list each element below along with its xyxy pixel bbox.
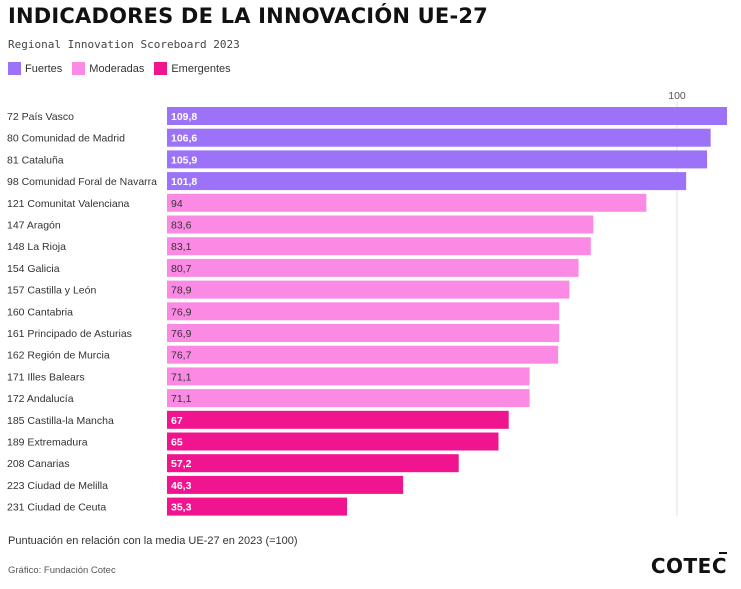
data-label: 46,3 <box>171 480 192 492</box>
category-label: 121 Comunitat Valenciana <box>7 198 130 210</box>
legend-item-moderadas: Moderadas <box>72 62 144 75</box>
data-label: 83,1 <box>171 241 192 253</box>
bar <box>167 107 727 125</box>
data-label: 76,9 <box>171 328 192 340</box>
bar <box>167 215 594 234</box>
bar <box>167 367 530 386</box>
category-label: 162 Región de Murcia <box>7 350 110 362</box>
bar <box>167 432 499 451</box>
category-label: 171 Illes Balears <box>7 371 85 383</box>
tick-label-100: 100 <box>668 90 686 102</box>
bar <box>167 497 348 516</box>
chart-subtitle: Regional Innovation Scoreboard 2023 <box>8 38 240 51</box>
category-label: 72 País Vasco <box>7 111 74 123</box>
legend-swatch-moderadas <box>72 62 86 75</box>
data-label: 83,6 <box>171 220 192 232</box>
data-label: 65 <box>171 437 183 449</box>
category-label: 223 Ciudad de Melilla <box>7 480 108 492</box>
data-label: 78,9 <box>171 285 192 297</box>
bar <box>167 280 570 299</box>
category-label: 148 La Rioja <box>7 241 66 253</box>
bar <box>167 302 560 321</box>
bar <box>167 389 530 408</box>
bar <box>167 324 560 342</box>
data-label: 71,1 <box>171 393 192 405</box>
category-label: 172 Andalucía <box>7 393 74 405</box>
legend-item-fuertes: Fuertes <box>8 62 62 75</box>
category-label: 80 Comunidad de Madrid <box>7 133 125 145</box>
data-label: 101,8 <box>171 176 197 188</box>
data-label: 94 <box>171 198 183 210</box>
legend-label-moderadas: Moderadas <box>89 62 145 75</box>
category-label: 189 Extremadura <box>7 437 88 449</box>
bar <box>167 128 711 147</box>
chart-note: Puntuación en relación con la media UE-2… <box>8 535 298 547</box>
category-label: 185 Castilla-la Mancha <box>7 415 114 427</box>
bar <box>167 193 647 212</box>
logo-accent <box>719 552 727 554</box>
data-label: 106,6 <box>171 133 197 145</box>
category-label: 98 Comunidad Foral de Navarra <box>7 176 157 188</box>
legend-label-emergentes: Emergentes <box>171 62 231 75</box>
bar <box>167 172 687 191</box>
cotec-logo: COTEC <box>650 554 727 578</box>
bar <box>167 454 459 473</box>
legend-label-fuertes: Fuertes <box>25 62 63 75</box>
bar <box>167 345 559 364</box>
data-label: 105,9 <box>171 154 197 166</box>
bar-chart: 100 72 País Vasco 109,8 80 Comunidad de Mad… <box>7 90 727 516</box>
bar <box>167 475 404 494</box>
bar <box>167 237 591 256</box>
bar <box>167 150 708 169</box>
data-label: 57,2 <box>171 458 192 470</box>
data-label: 80,7 <box>171 263 192 275</box>
data-label: 76,7 <box>171 350 192 362</box>
legend-swatch-fuertes <box>8 62 21 75</box>
category-label: 160 Cantabria <box>7 306 73 318</box>
bar <box>167 410 509 429</box>
category-label: 81 Cataluña <box>7 154 64 166</box>
legend-item-emergentes: Emergentes <box>154 62 231 75</box>
category-label: 208 Canarias <box>7 458 69 470</box>
legend-swatch-emergentes <box>154 62 168 75</box>
category-label: 147 Aragón <box>7 220 61 232</box>
data-label: 109,8 <box>171 111 197 123</box>
chart-source: Gráfico: Fundación Cotec <box>8 565 116 576</box>
bar <box>167 258 579 277</box>
data-label: 35,3 <box>171 502 192 514</box>
category-label: 231 Ciudad de Ceuta <box>7 502 106 514</box>
category-label: 154 Galicia <box>7 263 60 275</box>
data-label: 67 <box>171 415 183 427</box>
data-label: 71,1 <box>171 371 192 383</box>
category-label: 161 Principado de Asturias <box>7 328 132 340</box>
legend: Fuertes Moderadas Emergentes <box>8 62 231 75</box>
data-label: 76,9 <box>171 306 192 318</box>
category-label: 157 Castilla y León <box>7 285 96 297</box>
chart-title: INDICADORES DE LA INNOVACIÓN UE-27 <box>8 4 488 28</box>
